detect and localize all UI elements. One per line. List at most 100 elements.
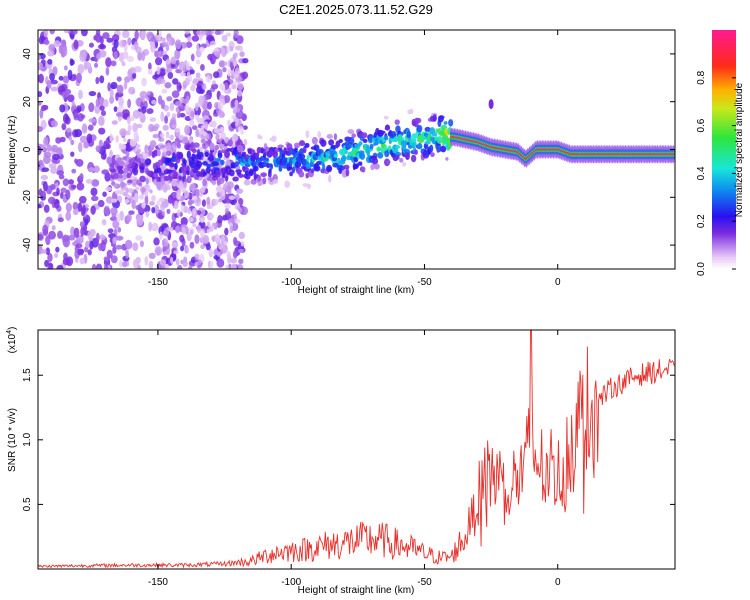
ridge-cell	[348, 136, 355, 145]
noise-cell	[106, 37, 114, 43]
noise-cell	[85, 178, 93, 184]
ridge-cell	[178, 181, 184, 190]
noise-cell	[126, 213, 132, 222]
noise-cell	[242, 125, 248, 130]
noise-cell	[196, 224, 202, 234]
noise-cell	[76, 72, 82, 84]
noise-cell	[109, 88, 114, 99]
ridge-cell	[394, 144, 401, 150]
ridge-cell	[415, 117, 422, 124]
noise-cell	[72, 108, 79, 118]
ridge-cell	[315, 160, 323, 165]
snr-x-axis-label: Height of straight line (km)	[298, 585, 415, 596]
ridge-cell	[141, 201, 146, 209]
noise-cell	[127, 98, 132, 109]
noise-cell	[170, 56, 177, 65]
ridge-cell	[380, 146, 385, 155]
ridge-cell	[445, 157, 449, 161]
noise-cell	[58, 75, 64, 81]
noise-cell	[148, 62, 152, 71]
ridge-cell	[410, 138, 417, 143]
noise-cell	[182, 98, 189, 105]
ridge-cell	[320, 139, 327, 147]
noise-cell	[206, 196, 211, 205]
noise-cell	[119, 128, 127, 137]
noise-cell	[180, 245, 185, 252]
noise-cell	[203, 121, 209, 130]
colorbar-tick-label: 0.8	[696, 70, 707, 84]
noise-cell	[88, 102, 95, 113]
noise-cell	[167, 194, 174, 204]
noise-cell	[56, 187, 60, 196]
noise-cell	[67, 179, 75, 185]
noise-cell	[148, 221, 153, 232]
noise-cell	[100, 110, 107, 117]
noise-cell	[38, 91, 43, 98]
noise-cell	[162, 50, 167, 55]
noise-cell	[209, 40, 216, 46]
noise-cell	[71, 168, 77, 174]
ridge-cell	[411, 133, 418, 139]
ridge-cell	[394, 119, 400, 125]
noise-cell	[65, 202, 72, 213]
noise-cell	[182, 259, 188, 268]
noise-cell	[219, 82, 226, 90]
noise-cell	[148, 260, 154, 269]
noise-cell	[38, 159, 44, 166]
noise-cell	[55, 246, 60, 253]
noise-cell	[105, 143, 111, 149]
noise-cell	[89, 240, 94, 250]
noise-cell	[74, 158, 78, 164]
ridge-cell	[120, 143, 127, 150]
noise-cell	[207, 101, 212, 110]
ridge-cell	[272, 179, 279, 184]
noise-cell	[115, 235, 124, 241]
noise-cell	[121, 30, 130, 39]
noise-cell	[49, 79, 58, 85]
noise-cell	[223, 95, 231, 104]
ridge-cell	[419, 136, 427, 141]
ridge-cell	[109, 162, 114, 168]
noise-cell	[62, 46, 68, 57]
noise-cell	[40, 174, 49, 180]
colorbar-ticks: 0.0 0.2 0.4 0.6 0.8	[696, 70, 736, 276]
noise-cell	[238, 248, 244, 254]
ridge-cell	[430, 152, 435, 158]
noise-cell	[98, 44, 107, 50]
noise-cell	[189, 241, 195, 249]
noise-cell	[98, 127, 106, 135]
noise-cell	[242, 57, 249, 64]
noise-cell	[77, 142, 83, 153]
snr-y-multiplier-base: (x10	[7, 333, 18, 353]
noise-cell	[134, 30, 139, 41]
noise-cell	[191, 35, 200, 42]
ridge-cell	[135, 186, 140, 191]
ridge-cell	[185, 170, 191, 176]
noise-cell	[59, 136, 66, 143]
noise-cell	[127, 188, 135, 194]
noise-cell	[210, 30, 215, 35]
noise-cell	[209, 213, 215, 219]
ridge-cell	[351, 133, 357, 139]
noise-cell	[53, 40, 61, 48]
ridge-cell	[402, 161, 406, 167]
ridge-cell	[328, 139, 335, 146]
noise-cell	[200, 64, 205, 71]
noise-cell	[185, 41, 193, 48]
noise-cell	[214, 233, 221, 243]
noise-cell	[40, 104, 47, 112]
noise-cell	[103, 205, 111, 216]
noise-cell	[134, 193, 139, 203]
ridge-cell	[144, 190, 149, 197]
noise-cell	[136, 216, 144, 226]
noise-cell	[192, 195, 198, 201]
noise-cell	[122, 261, 128, 268]
noise-cell	[157, 37, 163, 43]
noise-cell	[196, 210, 202, 215]
noise-cell	[223, 61, 228, 66]
noise-cell	[231, 114, 236, 120]
ridge-cell	[271, 135, 277, 143]
noise-cell	[167, 37, 172, 46]
noise-cell	[47, 50, 55, 57]
noise-cell	[107, 82, 111, 92]
